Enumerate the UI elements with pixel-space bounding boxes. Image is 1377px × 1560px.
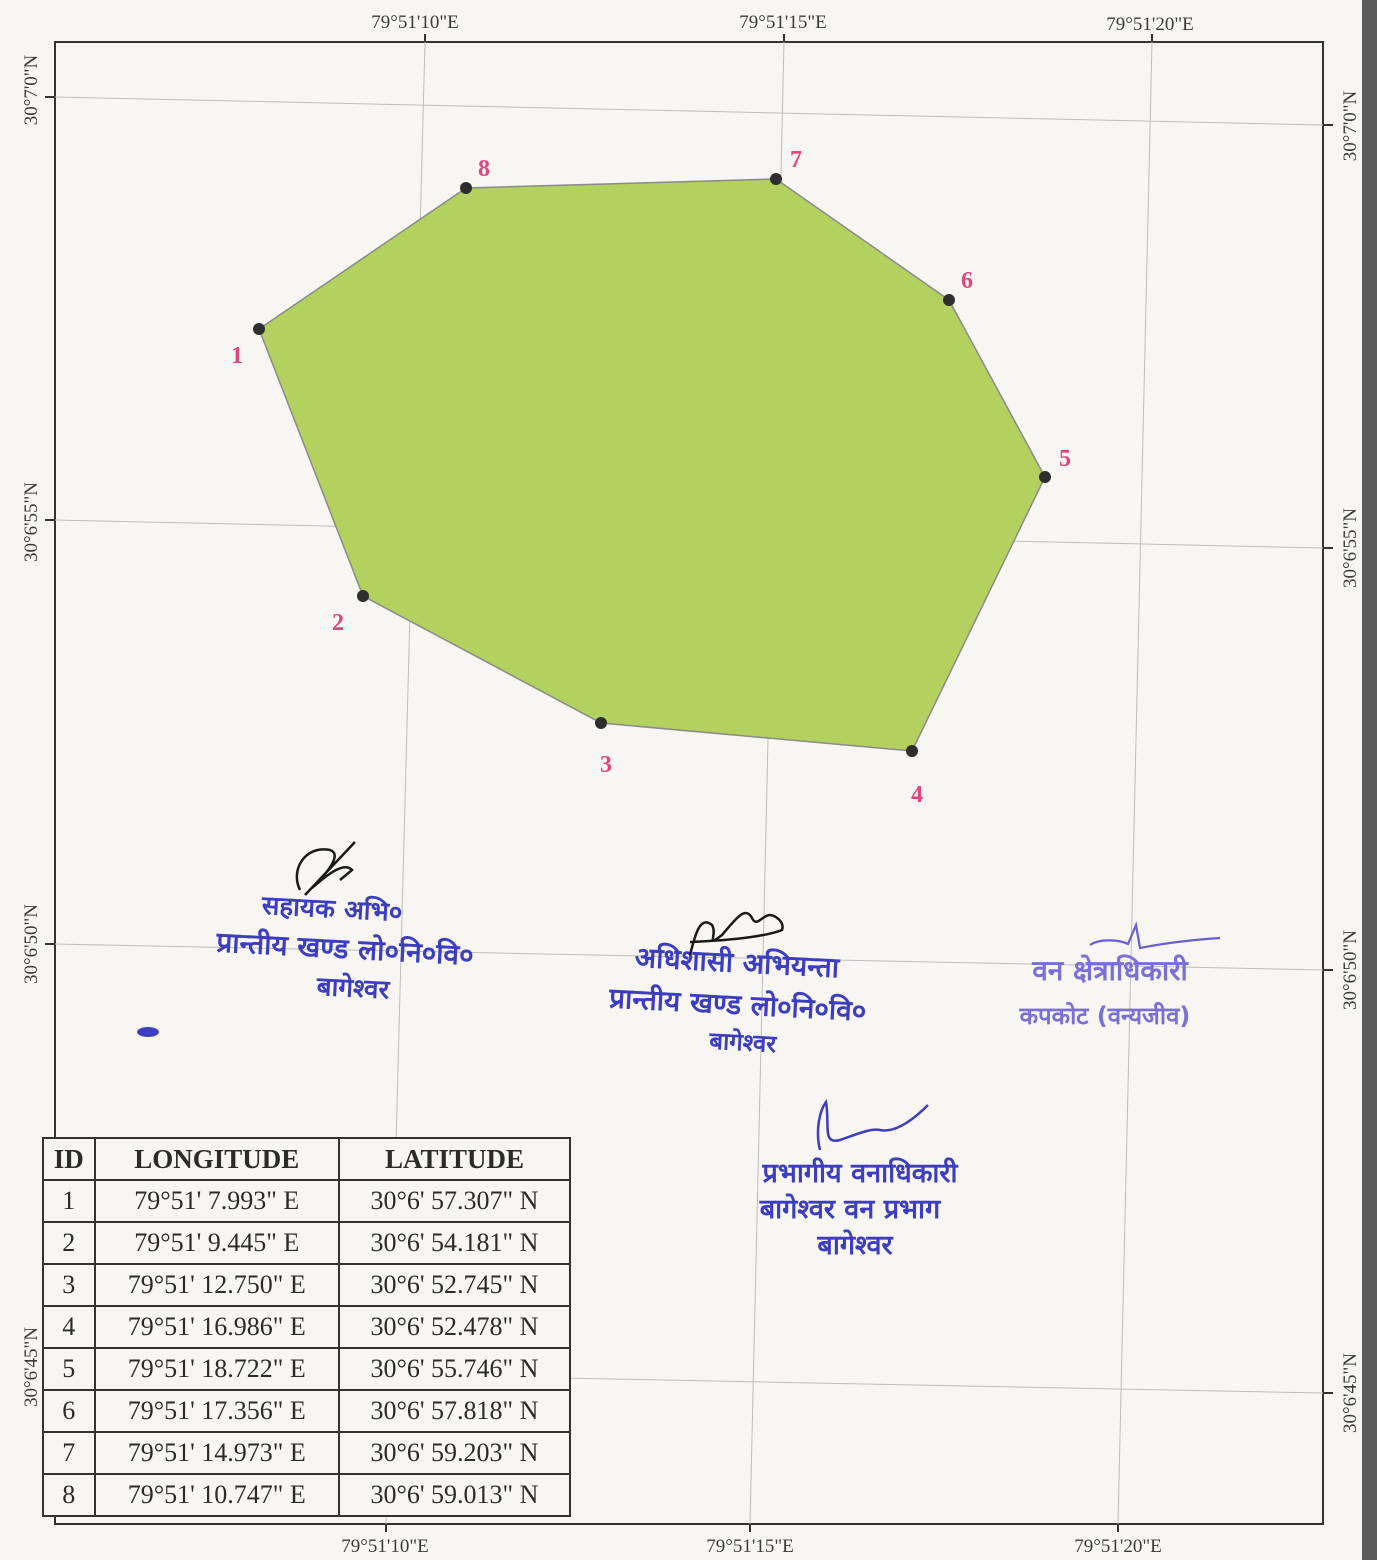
grid-line-lat-700 (54, 96, 1324, 126)
table-row: 1 79°51' 7.993" E 30°6' 57.307" N (42, 1179, 572, 1223)
stamp-2-line-2: प्रान्तीय खण्ड लो०नि०वि० (607, 981, 867, 1027)
table-row: 3 79°51' 12.750" E 30°6' 52.745" N (42, 1263, 572, 1307)
signature-1 (295, 841, 356, 896)
page-edge (1362, 0, 1377, 1560)
official-stamp-4: प्रभागीय वनाधिकारी बागेश्वर वन प्रभाग बा… (759, 1157, 959, 1261)
stamp-2-line-3: बागेश्वर (708, 1027, 778, 1059)
cell-latitude: 30°6' 57.307" N (337, 1179, 572, 1223)
official-stamp-2: अधिशासी अभियन्ता प्रान्तीय खण्ड लो०नि०वि… (607, 941, 867, 1059)
official-stamp-3: वन क्षेत्राधिकारी कपकोट (वन्यजीव) (1019, 954, 1191, 1030)
cell-latitude: 30°6' 57.818" N (337, 1389, 572, 1433)
stamp-4-line-2: बागेश्वर वन प्रभाग (759, 1193, 942, 1225)
stamp-4-line-3: बागेश्वर (816, 1229, 893, 1261)
lat-label-right-3: 30°6'50"N (1340, 930, 1361, 1010)
table-header-row: ID LONGITUDE LATITUDE (42, 1137, 572, 1181)
vertex-label-7: 7 (790, 147, 802, 173)
table-row: 2 79°51' 9.445" E 30°6' 54.181" N (42, 1221, 572, 1265)
vertex-2 (357, 590, 369, 602)
cell-id: 1 (42, 1179, 96, 1223)
cell-id: 6 (42, 1389, 96, 1433)
lon-label-top-3: 79°51'20"E (1106, 14, 1193, 35)
cell-id: 2 (42, 1221, 96, 1265)
lat-label-right-4: 30°6'45"N (1340, 1353, 1361, 1433)
lon-label-top-2: 79°51'15"E (739, 12, 826, 33)
grid-line-lon-20 (1117, 41, 1153, 1525)
cell-longitude: 79°51' 7.993" E (93, 1179, 340, 1223)
cell-id: 7 (42, 1431, 96, 1475)
vertex-5 (1039, 471, 1051, 483)
vertex-8 (460, 182, 472, 194)
cell-id: 3 (42, 1263, 96, 1307)
table-row: 7 79°51' 14.973" E 30°6' 59.203" N (42, 1431, 572, 1475)
table-row: 8 79°51' 10.747" E 30°6' 59.013" N (42, 1473, 572, 1517)
cell-latitude: 30°6' 54.181" N (337, 1221, 572, 1265)
boundary-vertices (253, 173, 1051, 757)
lat-label-left-4: 30°6'45"N (21, 1327, 42, 1407)
header-longitude: LONGITUDE (93, 1137, 340, 1181)
lon-label-bottom-2: 79°51'15"E (706, 1536, 793, 1557)
lat-label-left-1: 30°7'0"N (21, 54, 42, 125)
cell-latitude: 30°6' 52.478" N (337, 1305, 572, 1349)
lat-label-right-2: 30°6'55"N (1340, 508, 1361, 588)
lon-label-bottom-3: 79°51'20"E (1074, 1536, 1161, 1557)
stamp-4-line-1: प्रभागीय वनाधिकारी (762, 1157, 959, 1189)
stamp-3-line-2: कपकोट (वन्यजीव) (1019, 1002, 1191, 1030)
stamp-1-line-2: प्रान्तीय खण्ड लो०नि०वि० (215, 925, 475, 971)
vertex-label-5: 5 (1059, 446, 1071, 472)
ink-blot (137, 1027, 159, 1037)
vertex-label-2: 2 (332, 610, 344, 636)
stamp-1-line-1: सहायक अभि० (260, 890, 403, 928)
table-row: 6 79°51' 17.356" E 30°6' 57.818" N (42, 1389, 572, 1433)
cell-longitude: 79°51' 16.986" E (93, 1305, 340, 1349)
vertex-1 (253, 323, 265, 335)
lon-label-bottom-1: 79°51'10"E (341, 1536, 428, 1557)
cell-latitude: 30°6' 59.203" N (337, 1431, 572, 1475)
cell-longitude: 79°51' 17.356" E (93, 1389, 340, 1433)
cell-longitude: 79°51' 12.750" E (93, 1263, 340, 1307)
cell-longitude: 79°51' 10.747" E (93, 1473, 340, 1517)
map-frame (54, 41, 1324, 1525)
cell-id: 4 (42, 1305, 96, 1349)
signature-3 (1089, 921, 1221, 950)
lon-label-top-1: 79°51'10"E (371, 12, 458, 33)
lat-label-left-2: 30°6'55"N (21, 482, 42, 562)
vertex-7 (770, 173, 782, 185)
header-id: ID (42, 1137, 96, 1181)
cell-latitude: 30°6' 52.745" N (337, 1263, 572, 1307)
lat-label-right-1: 30°7'0"N (1340, 90, 1361, 161)
frame-ticks (45, 34, 1333, 1532)
official-stamp-1: सहायक अभि० प्रान्तीय खण्ड लो०नि०वि० बागे… (215, 890, 475, 1006)
signature-2 (688, 911, 784, 956)
site-boundary-polygon (258, 178, 1046, 752)
vertex-label-4: 4 (911, 782, 923, 808)
cell-latitude: 30°6' 55.746" N (337, 1347, 572, 1391)
table-row: 5 79°51' 18.722" E 30°6' 55.746" N (42, 1347, 572, 1391)
cell-longitude: 79°51' 9.445" E (93, 1221, 340, 1265)
stamp-1-line-3: बागेश्वर (315, 971, 391, 1006)
vertex-label-1: 1 (231, 343, 243, 369)
vertex-coordinate-table: ID LONGITUDE LATITUDE 1 79°51' 7.993" E … (42, 1137, 572, 1517)
cell-id: 5 (42, 1347, 96, 1391)
vertex-label-6: 6 (961, 268, 973, 294)
stamp-3-line-1: वन क्षेत्राधिकारी (1031, 954, 1189, 987)
vertex-6 (943, 294, 955, 306)
signature-4 (816, 1098, 929, 1151)
vertex-3 (595, 717, 607, 729)
header-latitude: LATITUDE (337, 1137, 572, 1181)
cell-longitude: 79°51' 18.722" E (93, 1347, 340, 1391)
cell-latitude: 30°6' 59.013" N (337, 1473, 572, 1517)
stamp-2-line-1: अधिशासी अभियन्ता (634, 941, 842, 985)
vertex-label-8: 8 (478, 156, 490, 182)
cell-longitude: 79°51' 14.973" E (93, 1431, 340, 1475)
cell-id: 8 (42, 1473, 96, 1517)
vertex-4 (906, 745, 918, 757)
table-row: 4 79°51' 16.986" E 30°6' 52.478" N (42, 1305, 572, 1349)
grid-line-lat-650 (54, 943, 1324, 971)
lat-label-left-3: 30°6'50"N (21, 904, 42, 984)
vertex-label-3: 3 (600, 752, 612, 778)
